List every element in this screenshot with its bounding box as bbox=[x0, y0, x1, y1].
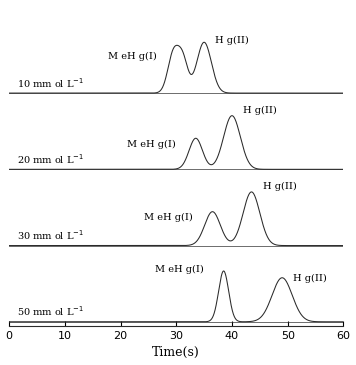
Text: 30 mm ol L$^{-1}$: 30 mm ol L$^{-1}$ bbox=[17, 228, 84, 242]
Text: H g(II): H g(II) bbox=[215, 36, 249, 45]
Text: 50 mm ol L$^{-1}$: 50 mm ol L$^{-1}$ bbox=[17, 305, 84, 318]
Text: M eH g(I): M eH g(I) bbox=[144, 213, 193, 222]
Text: M eH g(I): M eH g(I) bbox=[108, 52, 157, 61]
Text: 20 mm ol L$^{-1}$: 20 mm ol L$^{-1}$ bbox=[17, 152, 84, 166]
X-axis label: Time(s): Time(s) bbox=[152, 346, 200, 360]
Text: M eH g(I): M eH g(I) bbox=[127, 140, 176, 149]
Text: M eH g(I): M eH g(I) bbox=[155, 264, 204, 273]
Text: H g(II): H g(II) bbox=[293, 274, 327, 283]
Text: H g(II): H g(II) bbox=[243, 105, 277, 115]
Text: 10 mm ol L$^{-1}$: 10 mm ol L$^{-1}$ bbox=[17, 76, 84, 90]
Text: H g(II): H g(II) bbox=[263, 182, 297, 191]
